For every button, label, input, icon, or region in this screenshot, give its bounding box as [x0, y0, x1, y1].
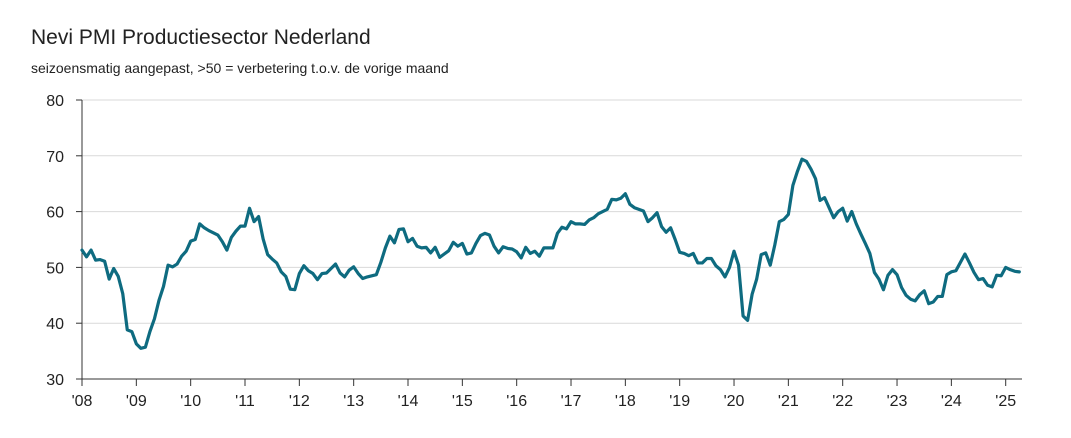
x-tick-label: '25 [995, 393, 1016, 410]
y-tick-label: 50 [46, 260, 64, 277]
x-tick-label: '12 [289, 393, 310, 410]
x-tick-label: '13 [343, 393, 364, 410]
x-tick-label: '22 [832, 393, 853, 410]
y-axis-tick-labels: 30 40 50 60 70 80 [46, 93, 64, 389]
y-tick-label: 70 [46, 149, 64, 166]
x-tick-label: '15 [452, 393, 473, 410]
x-tick-label: '19 [669, 393, 690, 410]
y-tick-label: 40 [46, 316, 64, 333]
pmi-series-line [80, 157, 1021, 350]
y-tick-label: 60 [46, 205, 64, 222]
x-tick-label: '21 [778, 393, 799, 410]
x-tick-label: '17 [561, 393, 582, 410]
x-tick-label: '18 [615, 393, 636, 410]
chart-title: Nevi PMI Productiesector Nederland [31, 26, 371, 49]
gridlines [82, 99, 1022, 324]
chart-subtitle: seizoensmatig aangepast, >50 = verbeteri… [31, 60, 449, 76]
y-tick-label: 80 [46, 93, 64, 110]
series-layer [80, 157, 1021, 350]
x-tick-label: '24 [941, 393, 962, 410]
x-tick-label: '16 [506, 393, 527, 410]
x-tick-label: '14 [398, 393, 419, 410]
x-tick-label: '23 [887, 393, 908, 410]
x-tick-label: '08 [72, 393, 93, 410]
y-tick-label: 30 [46, 372, 64, 389]
x-tick-label: '10 [180, 393, 201, 410]
x-tick-label: '09 [126, 393, 147, 410]
axes [76, 99, 1022, 386]
x-axis-tick-labels: '08 '09 '10 '11 '12 '13 '14 '15 '16 '17 '18 '19 '20 '… [72, 393, 1017, 410]
x-tick-label: '11 [235, 393, 255, 410]
x-tick-label: '20 [724, 393, 745, 410]
